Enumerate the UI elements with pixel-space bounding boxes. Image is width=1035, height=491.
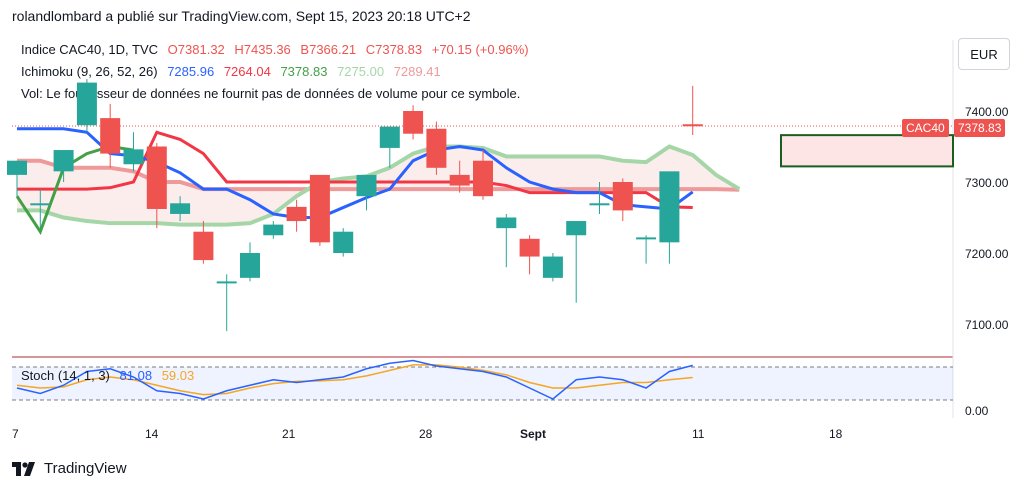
candle-body — [612, 182, 633, 211]
candle-body — [682, 124, 703, 127]
span-b-value: 7289.41 — [393, 64, 441, 79]
date-tick: 18 — [829, 427, 843, 441]
date-tick: 28 — [419, 427, 433, 441]
kijun-value: 7264.04 — [223, 64, 271, 79]
candle-body — [240, 253, 260, 278]
ichimoku-label: Ichimoku (9, 26, 52, 26) — [21, 64, 158, 79]
date-tick: 21 — [282, 427, 296, 441]
ohlc-legend: Indice CAC40, 1D, TVC O7381.32 H7435.36 … — [21, 42, 535, 57]
span-a-value: 7275.00 — [337, 64, 385, 79]
publish-header: rolandlombard a publié sur TradingView.c… — [12, 8, 471, 24]
highlight-zone — [780, 134, 954, 168]
stoch-tick: 0.00 — [965, 404, 989, 418]
price-tick: 7100.00 — [965, 318, 1009, 332]
symbol-price-tag: CAC40 — [902, 119, 949, 137]
tradingview-brand: TradingView — [44, 460, 127, 477]
candle-body — [309, 174, 330, 243]
date-tick: 11 — [692, 427, 705, 441]
date-tick: 14 — [145, 427, 159, 441]
candle-body — [542, 256, 563, 278]
date-tick: 7 — [12, 427, 19, 441]
tradingview-footer: TradingView — [12, 460, 127, 477]
currency-button[interactable]: EUR — [958, 38, 1010, 70]
candle-body — [100, 118, 121, 154]
price-tick: 7400.00 — [965, 105, 1009, 119]
candle-body — [659, 171, 680, 243]
tradingview-logo-icon — [12, 461, 38, 476]
chikou-value: 7378.83 — [280, 64, 328, 79]
stoch-d-value: 59.03 — [161, 368, 195, 383]
symbol-label: Indice CAC40, 1D, TVC — [21, 42, 159, 57]
candle-body — [170, 203, 191, 214]
stoch-k-line — [16, 359, 693, 400]
candle-body — [356, 174, 377, 197]
candle-body — [566, 221, 587, 236]
ichimoku-legend: Ichimoku (9, 26, 52, 26) 7285.96 7264.04… — [21, 64, 447, 79]
candle-body — [7, 160, 27, 175]
candle-body — [333, 231, 354, 253]
candle-body — [636, 237, 657, 240]
candle-body — [123, 149, 144, 165]
price-tick: 7200.00 — [965, 247, 1009, 261]
candle-body — [216, 281, 237, 284]
candle-body — [53, 150, 74, 172]
low-value: B7366.21 — [300, 42, 357, 57]
candle-body — [519, 238, 540, 257]
ichimoku-cloud — [17, 146, 740, 225]
stoch-band — [12, 367, 953, 400]
price-tick: 7300.00 — [965, 176, 1009, 190]
candle-body — [496, 217, 517, 229]
volume-note: Vol: Le fournisseur de données ne fourni… — [21, 86, 521, 101]
candle-body — [449, 174, 470, 186]
change-value: +70.15 (+0.96%) — [431, 42, 529, 57]
stoch-k-value: 81.08 — [119, 368, 153, 383]
candle-body — [146, 146, 167, 209]
date-tick: Sept — [520, 427, 547, 441]
candle-body — [76, 82, 97, 126]
high-value: H7435.36 — [234, 42, 291, 57]
open-value: O7381.32 — [167, 42, 225, 57]
candle-body — [379, 126, 400, 148]
candle-body — [473, 160, 493, 197]
span-a-line — [17, 144, 741, 227]
stoch-legend: Stoch (14, 1, 3) 81.08 59.03 — [21, 368, 200, 383]
candle-body — [263, 224, 284, 236]
candle-body — [403, 111, 424, 134]
candle-body — [589, 203, 610, 206]
tenkan-value: 7285.96 — [167, 64, 215, 79]
candle-body — [193, 231, 214, 261]
last-price-tag: 7378.83 — [954, 119, 1006, 137]
candle-body — [286, 206, 307, 222]
close-value: C7378.83 — [365, 42, 423, 57]
stoch-label: Stoch (14, 1, 3) — [21, 368, 110, 383]
candle-body — [30, 203, 51, 206]
candle-body — [426, 128, 447, 168]
stoch-d-line — [16, 364, 693, 396]
